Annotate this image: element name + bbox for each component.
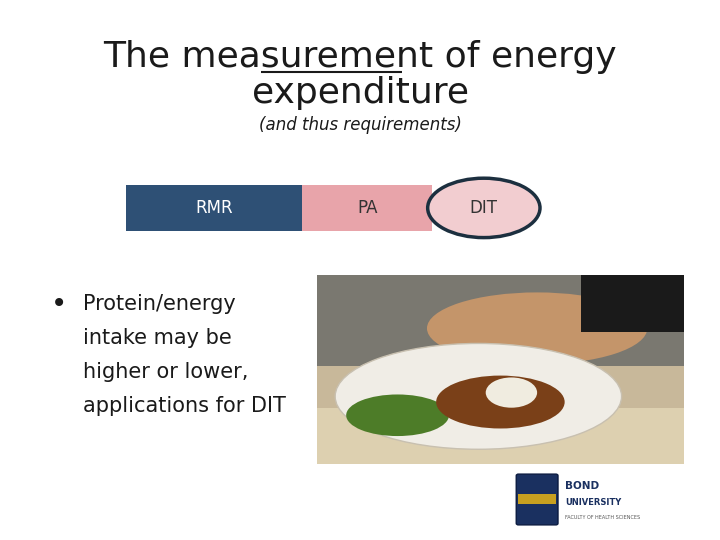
Text: •: • xyxy=(50,290,67,318)
Bar xyxy=(317,408,684,464)
Bar xyxy=(302,185,432,231)
Text: The measurement of energy: The measurement of energy xyxy=(103,40,617,73)
Bar xyxy=(317,275,684,464)
Text: FACULTY OF HEALTH SCIENCES: FACULTY OF HEALTH SCIENCES xyxy=(565,515,640,520)
Text: (and thus requirements): (and thus requirements) xyxy=(258,116,462,134)
Text: PA: PA xyxy=(357,199,377,217)
Text: higher or lower,: higher or lower, xyxy=(83,362,248,382)
Text: UNIVERSITY: UNIVERSITY xyxy=(565,498,621,507)
Ellipse shape xyxy=(335,343,621,449)
Ellipse shape xyxy=(486,377,537,408)
Bar xyxy=(126,185,302,231)
Text: BOND: BOND xyxy=(565,482,599,491)
Text: applications for DIT: applications for DIT xyxy=(83,396,286,416)
Ellipse shape xyxy=(346,394,449,436)
Text: expenditure: expenditure xyxy=(251,76,469,110)
Ellipse shape xyxy=(427,292,647,364)
Text: intake may be: intake may be xyxy=(83,328,232,348)
Bar xyxy=(518,494,556,504)
FancyBboxPatch shape xyxy=(516,474,558,525)
Ellipse shape xyxy=(436,376,564,429)
Bar xyxy=(317,275,684,366)
Text: Protein/energy: Protein/energy xyxy=(83,294,235,314)
Text: DIT: DIT xyxy=(470,199,498,217)
Bar xyxy=(581,275,684,332)
Text: RMR: RMR xyxy=(195,199,233,217)
Ellipse shape xyxy=(428,178,540,238)
